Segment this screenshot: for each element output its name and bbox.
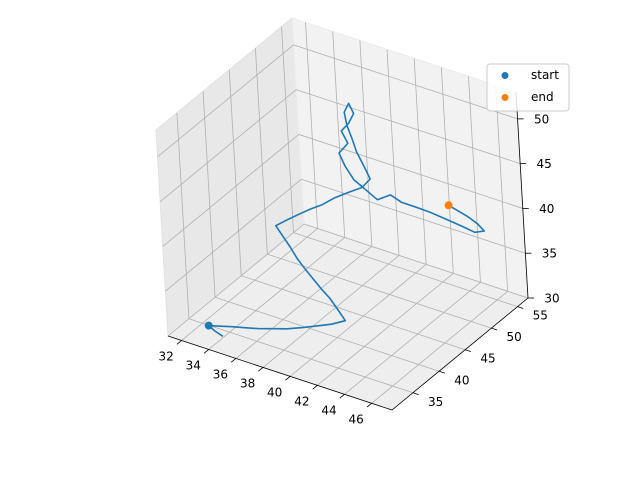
grid-line-y-floor [241, 275, 466, 351]
z-tick-label: 40 [539, 202, 554, 216]
grid-line-y-side [281, 26, 294, 233]
grid-line-z-back [296, 89, 521, 165]
grid-line-x-floor [344, 281, 481, 395]
y-tick-mark [491, 327, 498, 331]
grid-line-x-back [495, 85, 509, 292]
start-point [204, 321, 213, 330]
x-tick-label: 40 [267, 386, 282, 400]
grid-line-x-back [468, 76, 481, 283]
grid-line-x-back [413, 58, 427, 265]
grid-line-x-back [386, 49, 400, 256]
series-layer [204, 102, 486, 337]
grid-line-x-back [440, 67, 454, 274]
end-point [444, 201, 453, 210]
grid-line-y-side [202, 91, 216, 298]
x-tick-mark [176, 340, 182, 345]
y-tick-mark [517, 306, 524, 309]
x-tick-mark [258, 367, 264, 372]
legend: start end [486, 63, 570, 112]
axes-panes [155, 16, 530, 411]
grid-line-y-floor [214, 296, 440, 372]
z-axis-line [515, 91, 529, 299]
legend-label-start: start [531, 68, 559, 82]
y-tick-mark [412, 392, 419, 396]
x-tick-label: 32 [158, 350, 173, 364]
y-axis-line [391, 297, 529, 411]
grid-line-x-floor [289, 264, 427, 377]
grid-line-z-back [298, 134, 523, 209]
y-tick-mark [438, 370, 445, 374]
grid-lines [157, 22, 529, 404]
y-tick-label: 35 [428, 395, 443, 409]
grid-line-x-floor [262, 255, 400, 368]
grid-line-x-back [359, 40, 373, 247]
x-tick-mark [312, 385, 318, 390]
legend-marker-end [501, 94, 509, 101]
x-tick-mark [366, 402, 372, 408]
x-tick-label: 38 [240, 377, 255, 391]
y-tick-label: 50 [507, 330, 522, 344]
grid-line-x-floor [371, 290, 508, 404]
grid-line-y-floor [293, 232, 518, 307]
legend-marker-start [501, 72, 509, 79]
grid-line-x-floor [208, 237, 345, 350]
grid-line-z-side [165, 178, 302, 292]
grid-line-z-side [162, 134, 300, 247]
grid-line-x-back [332, 31, 346, 238]
x-tick-label: 46 [349, 413, 364, 427]
legend-label-end: end [531, 90, 554, 104]
grid-line-x-floor [181, 228, 318, 341]
trajectory-line [207, 102, 486, 337]
grid-line-y-side [254, 48, 268, 255]
grid-line-z-back [301, 178, 526, 254]
z-tick-label: 45 [537, 157, 552, 171]
z-tick-label: 50 [534, 112, 549, 126]
z-tick-label: 30 [544, 292, 559, 306]
x-tick-label: 42 [294, 395, 309, 409]
z-tick-label: 35 [542, 247, 557, 261]
x-tick-mark [230, 358, 237, 363]
grid-line-z-side [159, 89, 297, 202]
grid-line-z-side [157, 44, 294, 158]
axes: 32 34 36 38 40 42 44 46 35 40 45 50 55 30 35 40 45 50 [158, 91, 560, 427]
x-tick-label: 44 [321, 404, 336, 418]
grid-line-x-floor [235, 246, 373, 359]
y-tick-mark [465, 349, 472, 352]
grid-line-z-side [167, 223, 305, 337]
y-tick-label: 40 [454, 373, 469, 387]
grid-line-y-floor [267, 253, 492, 329]
grid-line-x-floor [317, 273, 454, 386]
grid-line-z-back [303, 223, 529, 299]
x-tick-label: 34 [186, 359, 201, 373]
x-tick-label: 36 [213, 368, 228, 382]
grid-line-y-floor [188, 318, 414, 394]
y-tick-label: 55 [533, 309, 548, 323]
y-tick-label: 45 [480, 352, 495, 366]
grid-line-x-back [305, 22, 318, 229]
x-tick-mark [339, 393, 345, 399]
x-tick-mark [203, 349, 209, 354]
x-tick-mark [285, 376, 291, 381]
grid-line-y-side [176, 112, 190, 319]
grid-line-y-side [228, 69, 242, 276]
grid-line-z-back [293, 44, 518, 120]
x-axis-line [167, 335, 393, 411]
